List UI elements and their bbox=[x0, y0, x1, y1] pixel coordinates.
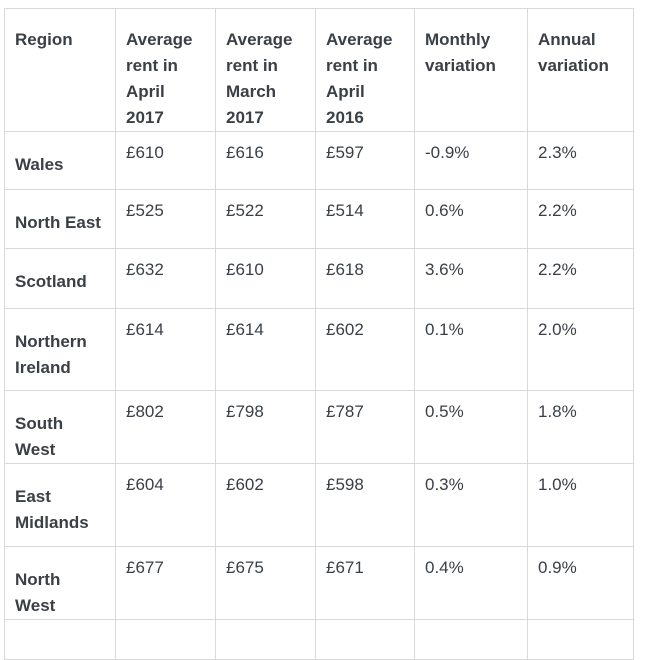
annual-variation-cell: 1.0% bbox=[527, 463, 634, 547]
rent-march-2017-cell: £798 bbox=[215, 390, 316, 464]
regional-rent-table: Region Average rent in April 2017 Averag… bbox=[4, 8, 634, 660]
rent-april-2016-cell: £514 bbox=[315, 189, 415, 249]
rent-april-2016-cell: £787 bbox=[315, 390, 415, 464]
annual-variation-cell bbox=[527, 619, 634, 660]
rent-april-2017-cell: £610 bbox=[115, 131, 216, 190]
table-row-south-west: South West £802 £798 £787 0.5% 1.8% bbox=[4, 390, 634, 464]
rent-april-2016-cell: £602 bbox=[315, 308, 415, 391]
region-cell bbox=[4, 619, 116, 660]
region-cell: North East bbox=[4, 189, 116, 249]
rent-march-2017-cell bbox=[215, 619, 316, 660]
rent-april-2017-cell bbox=[115, 619, 216, 660]
table-row-scotland: Scotland £632 £610 £618 3.6% 2.2% bbox=[4, 248, 634, 309]
table-row-north-west: North West £677 £675 £671 0.4% 0.9% bbox=[4, 546, 634, 620]
column-header-rent-march-2017: Average rent in March 2017 bbox=[215, 8, 316, 132]
table-row-wales: Wales £610 £616 £597 -0.9% 2.3% bbox=[4, 131, 634, 190]
region-cell: East Midlands bbox=[4, 463, 116, 547]
monthly-variation-cell: 0.5% bbox=[414, 390, 528, 464]
column-header-rent-april-2016: Average rent in April 2016 bbox=[315, 8, 415, 132]
column-header-monthly-variation: Monthly variation bbox=[414, 8, 528, 132]
rent-april-2017-cell: £604 bbox=[115, 463, 216, 547]
rent-april-2016-cell bbox=[315, 619, 415, 660]
rent-april-2016-cell: £671 bbox=[315, 546, 415, 620]
annual-variation-cell: 1.8% bbox=[527, 390, 634, 464]
region-cell: Wales bbox=[4, 131, 116, 190]
monthly-variation-cell: -0.9% bbox=[414, 131, 528, 190]
region-cell: North West bbox=[4, 546, 116, 620]
table-row-northern-ireland: Northern Ireland £614 £614 £602 0.1% 2.0… bbox=[4, 308, 634, 391]
monthly-variation-cell: 0.6% bbox=[414, 189, 528, 249]
rent-march-2017-cell: £610 bbox=[215, 248, 316, 309]
monthly-variation-cell bbox=[414, 619, 528, 660]
monthly-variation-cell: 0.4% bbox=[414, 546, 528, 620]
rent-table-container: Region Average rent in April 2017 Averag… bbox=[4, 8, 634, 660]
annual-variation-cell: 2.2% bbox=[527, 189, 634, 249]
annual-variation-cell: 2.3% bbox=[527, 131, 634, 190]
table-header-row: Region Average rent in April 2017 Averag… bbox=[4, 8, 634, 132]
rent-april-2017-cell: £802 bbox=[115, 390, 216, 464]
table-row-east-midlands: East Midlands £604 £602 £598 0.3% 1.0% bbox=[4, 463, 634, 547]
monthly-variation-cell: 0.3% bbox=[414, 463, 528, 547]
column-header-region: Region bbox=[4, 8, 116, 132]
rent-march-2017-cell: £522 bbox=[215, 189, 316, 249]
annual-variation-cell: 2.0% bbox=[527, 308, 634, 391]
annual-variation-cell: 2.2% bbox=[527, 248, 634, 309]
rent-march-2017-cell: £602 bbox=[215, 463, 316, 547]
region-cell: Scotland bbox=[4, 248, 116, 309]
rent-march-2017-cell: £614 bbox=[215, 308, 316, 391]
column-header-annual-variation: Annual variation bbox=[527, 8, 634, 132]
rent-april-2016-cell: £597 bbox=[315, 131, 415, 190]
region-cell: South West bbox=[4, 390, 116, 464]
rent-april-2016-cell: £598 bbox=[315, 463, 415, 547]
table-row-clipped bbox=[4, 619, 634, 660]
monthly-variation-cell: 3.6% bbox=[414, 248, 528, 309]
column-header-rent-april-2017: Average rent in April 2017 bbox=[115, 8, 216, 132]
rent-march-2017-cell: £616 bbox=[215, 131, 316, 190]
rent-april-2016-cell: £618 bbox=[315, 248, 415, 309]
table-row-north-east: North East £525 £522 £514 0.6% 2.2% bbox=[4, 189, 634, 249]
annual-variation-cell: 0.9% bbox=[527, 546, 634, 620]
rent-april-2017-cell: £614 bbox=[115, 308, 216, 391]
rent-april-2017-cell: £632 bbox=[115, 248, 216, 309]
monthly-variation-cell: 0.1% bbox=[414, 308, 528, 391]
rent-april-2017-cell: £677 bbox=[115, 546, 216, 620]
rent-march-2017-cell: £675 bbox=[215, 546, 316, 620]
rent-april-2017-cell: £525 bbox=[115, 189, 216, 249]
region-cell: Northern Ireland bbox=[4, 308, 116, 391]
